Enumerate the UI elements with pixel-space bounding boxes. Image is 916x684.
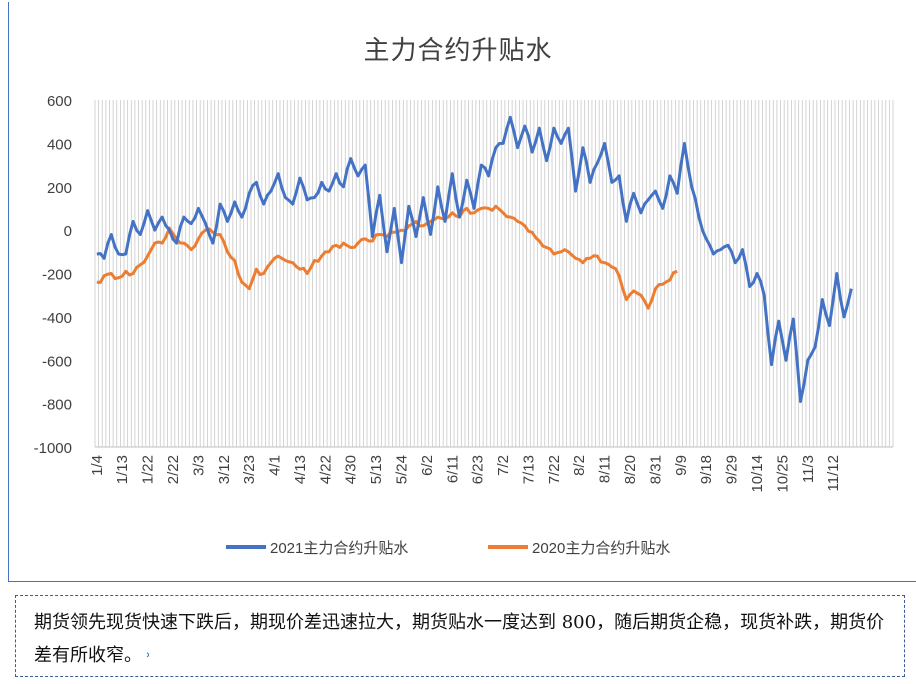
x-tick-label: 5/13 — [368, 455, 385, 484]
legend-label-2020: 2020主力合约升贴水 — [532, 539, 671, 557]
x-tick-label: 8/11 — [597, 455, 614, 483]
chart-frame — [8, 2, 916, 582]
y-axis-ticks: 600 400 200 0 -200 -400 -600 -800 -1000 — [34, 93, 72, 457]
y-tick-label: -600 — [42, 353, 72, 370]
x-tick-label: 4/30 — [343, 455, 360, 484]
legend-item-2020: 2020主力合约升贴水 — [488, 536, 670, 558]
series-line-2020 — [96, 204, 678, 310]
x-tick-label: 3/3 — [190, 455, 207, 476]
x-tick-label: 6/11 — [444, 455, 461, 483]
x-tick-label: 9/18 — [698, 455, 715, 484]
x-tick-label: 4/1 — [267, 455, 284, 476]
x-tick-label: 8/20 — [622, 455, 639, 484]
y-tick-label: -800 — [42, 397, 72, 414]
x-tick-label: 10/14 — [749, 455, 766, 493]
x-tick-label: 3/23 — [241, 455, 258, 484]
y-tick-label: -200 — [42, 267, 72, 284]
y-tick-label: 0 — [64, 223, 72, 240]
x-tick-label: 7/13 — [520, 455, 537, 484]
caption-text: 期货领先现货快速下跌后，期现价差迅速拉大，期货贴水一度达到 800，随后期货企稳… — [34, 612, 885, 666]
y-tick-label: 400 — [47, 136, 72, 153]
chart-title: 主力合约升贴水 — [363, 35, 553, 65]
x-tick-label: 4/13 — [292, 455, 309, 484]
y-tick-label: -1000 — [34, 440, 72, 457]
x-tick-label: 1/22 — [140, 455, 157, 484]
series-line-2021 — [96, 115, 853, 403]
x-tick-label: 1/4 — [89, 455, 106, 476]
legend-label-2021: 2021主力合约升贴水 — [270, 539, 409, 557]
x-tick-label: 5/24 — [394, 455, 411, 484]
x-tick-label: 6/2 — [419, 455, 436, 476]
x-tick-label: 2/22 — [165, 455, 182, 484]
x-tick-label: 3/12 — [216, 455, 233, 484]
x-tick-label: 8/31 — [647, 455, 664, 484]
x-tick-label: 9/9 — [673, 455, 690, 476]
x-tick-label: 6/23 — [470, 455, 487, 484]
y-tick-label: 200 — [47, 180, 72, 197]
x-tick-label: 10/25 — [774, 455, 791, 493]
x-tick-label: 11/3 — [800, 455, 817, 483]
legend-swatch-2020 — [488, 545, 528, 549]
x-axis-ticks: 1/4 1/13 1/22 2/22 3/3 3/12 3/23 4/1 4/13 4/22 4/3… — [89, 455, 842, 493]
caption-mark: ˒ — [146, 646, 151, 665]
caption-box: 期货领先现货快速下跌后，期现价差迅速拉大，期货贴水一度达到 800，随后期货企稳… — [15, 595, 905, 677]
x-tick-label: 8/2 — [571, 455, 588, 476]
x-tick-label: 7/22 — [546, 455, 563, 484]
x-tick-label: 4/22 — [317, 455, 334, 484]
x-tick-label: 7/2 — [495, 455, 512, 476]
legend-item-2021: 2021主力合约升贴水 — [226, 536, 408, 558]
x-tick-label: 1/13 — [114, 455, 131, 484]
x-tick-label: 9/29 — [724, 455, 741, 484]
x-tick-label: 11/12 — [825, 455, 842, 491]
y-tick-label: -400 — [42, 310, 72, 327]
y-tick-label: 600 — [47, 93, 72, 110]
series-lines — [96, 115, 853, 403]
legend-swatch-2021 — [226, 545, 266, 549]
